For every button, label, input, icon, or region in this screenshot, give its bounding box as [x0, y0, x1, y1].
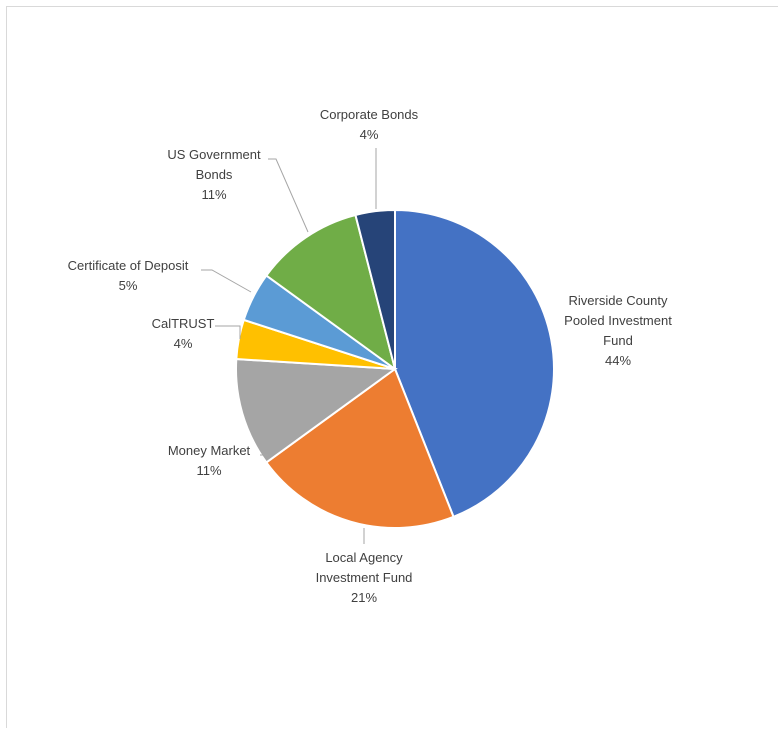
pie-slice-corporate-bonds — [354, 208, 396, 370]
data-label-riverside-county-pooled-investment-fund: Riverside County Pooled Investment Fund 44% — [564, 293, 672, 368]
pie-slices — [234, 208, 555, 529]
pie-slice-riverside-county-pooled-investment-fund — [394, 208, 555, 519]
pie-slice-us-government-bonds — [264, 213, 397, 372]
leader-lines — [201, 148, 377, 544]
pie-slice-money-market — [234, 357, 398, 464]
data-label-local-agency-investment-fund: Local Agency Investment Fund 21% — [316, 550, 413, 605]
data-label-corporate-bonds: Corporate Bonds 4% — [320, 107, 419, 142]
leader-line-us-government-bonds — [268, 158, 309, 233]
data-label-certificate-of-deposit: Certificate of Deposit 5% — [68, 258, 189, 293]
leader-line-caltrust — [215, 325, 241, 339]
slice-labels: Riverside County Pooled Investment Fund 44%… — [68, 107, 673, 605]
pie-slice-local-agency-investment-fund — [264, 367, 455, 529]
data-label-money-market: Money Market 11% — [168, 443, 251, 478]
leader-line-certificate-of-deposit — [201, 269, 252, 293]
data-label-caltrust: CalTRUST 4% — [152, 316, 215, 351]
data-label-us-government-bonds: US Government Bonds 11% — [167, 147, 261, 202]
